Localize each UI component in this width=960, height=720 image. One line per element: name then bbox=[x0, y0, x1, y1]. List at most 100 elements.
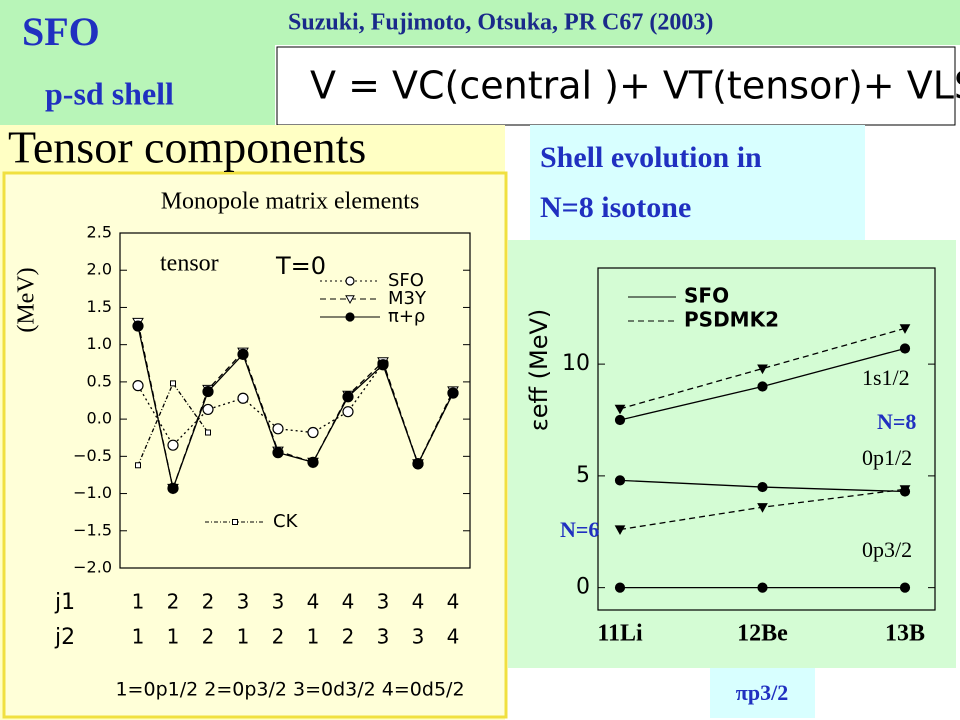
point bbox=[757, 381, 768, 392]
point bbox=[167, 439, 179, 451]
chart1-frame bbox=[2, 171, 508, 719]
point bbox=[237, 392, 249, 404]
y-tick-label: 2.5 bbox=[87, 223, 112, 242]
subtitle: p-sd shell bbox=[45, 75, 174, 111]
x-tick-label: 2 bbox=[202, 590, 215, 614]
y-tick-label: 2.0 bbox=[87, 260, 112, 279]
chart2-frame bbox=[508, 240, 956, 668]
point bbox=[342, 391, 354, 403]
x-tick-label: 2 bbox=[342, 625, 355, 649]
x-tick-label: 1 bbox=[237, 625, 250, 649]
y-tick-label: 0 bbox=[576, 575, 590, 600]
point bbox=[757, 481, 768, 493]
y-tick-label: 5 bbox=[576, 463, 590, 488]
point bbox=[614, 414, 626, 426]
x-tick-label: 4 bbox=[412, 590, 425, 614]
row-label: j2 bbox=[54, 625, 75, 650]
formula-box bbox=[276, 46, 956, 126]
annotation: N=6 bbox=[560, 517, 599, 542]
x-tick-label: 4 bbox=[447, 590, 460, 614]
x-tick-label: 2 bbox=[202, 625, 215, 649]
annotation: tensor bbox=[160, 251, 219, 277]
y-tick-label: 10 bbox=[562, 351, 590, 376]
y-tick-label: 1.5 bbox=[87, 297, 112, 316]
footnote: 1=0p1/2 2=0p3/2 3=0d3/2 4=0d5/2 bbox=[115, 679, 464, 701]
point bbox=[307, 426, 319, 439]
point bbox=[899, 324, 911, 334]
right-title: N=8 isotone bbox=[540, 191, 691, 224]
point bbox=[307, 456, 319, 468]
point bbox=[757, 503, 768, 513]
point bbox=[132, 380, 144, 392]
point bbox=[614, 475, 626, 486]
point bbox=[757, 364, 768, 375]
point bbox=[345, 276, 355, 286]
legend-label: SFO bbox=[684, 284, 729, 308]
point bbox=[412, 458, 424, 470]
point bbox=[342, 406, 354, 418]
plot-frame bbox=[597, 267, 936, 611]
y-tick-label: 1.0 bbox=[87, 334, 112, 353]
y-tick-label: −0.5 bbox=[73, 446, 112, 465]
y-tick-label: −1.5 bbox=[73, 520, 112, 539]
point bbox=[205, 429, 211, 436]
title: SFO bbox=[22, 9, 100, 54]
point bbox=[167, 482, 179, 494]
x-tick-label: 3 bbox=[272, 590, 285, 614]
point bbox=[614, 525, 626, 536]
right-title: Shell evolution in bbox=[540, 141, 762, 174]
point bbox=[614, 404, 626, 415]
series-line bbox=[137, 382, 209, 466]
x-tick-label: 3 bbox=[237, 590, 250, 614]
plot-frame bbox=[119, 232, 471, 569]
point bbox=[345, 295, 355, 305]
row-label: j1 bbox=[54, 590, 75, 615]
annotation: 1s1/2 bbox=[862, 365, 910, 390]
citation-box bbox=[275, 0, 960, 45]
point bbox=[132, 320, 144, 332]
annotation: T=0 bbox=[275, 252, 326, 280]
x-tick-label: 1 bbox=[132, 625, 145, 649]
point bbox=[447, 387, 459, 399]
title-box bbox=[0, 0, 275, 125]
x-tick-label: 2 bbox=[167, 590, 180, 614]
point bbox=[899, 343, 911, 354]
series-line bbox=[137, 325, 454, 491]
point bbox=[345, 312, 355, 322]
x-tick-label: 1 bbox=[307, 625, 320, 649]
tag: πp3/2 bbox=[736, 680, 788, 705]
legend-label: PSDMK2 bbox=[684, 308, 779, 332]
point bbox=[614, 582, 626, 593]
x-tick-label: 3 bbox=[412, 625, 425, 649]
y-axis-label: (MeV) bbox=[14, 267, 40, 332]
y-tick-label: −1.0 bbox=[73, 483, 112, 502]
x-tick-label: 13B bbox=[885, 621, 925, 647]
point bbox=[202, 385, 214, 398]
legend-label: SFO bbox=[388, 270, 424, 291]
x-tick-label: 3 bbox=[377, 625, 390, 649]
x-tick-label: 12Be bbox=[737, 621, 788, 647]
point bbox=[272, 423, 284, 435]
point bbox=[272, 447, 284, 459]
point bbox=[899, 582, 911, 593]
formula: V = VC(central )+ VT(tensor)+ VLS(LS ) bbox=[310, 64, 960, 108]
point bbox=[377, 359, 389, 371]
citation: Suzuki, Fujimoto, Otsuka, PR C67 (2003) bbox=[288, 10, 713, 36]
annotation: 0p3/2 bbox=[862, 537, 912, 562]
legend-label: CK bbox=[273, 511, 299, 532]
point bbox=[170, 380, 176, 387]
point bbox=[232, 519, 238, 525]
left-title: Tensor components bbox=[8, 122, 366, 173]
annotation: 0p1/2 bbox=[862, 445, 912, 470]
x-tick-label: 4 bbox=[447, 625, 460, 649]
y-tick-label: 0.5 bbox=[87, 371, 112, 390]
y-tick-label: 0.0 bbox=[87, 409, 112, 428]
x-tick-label: 1 bbox=[167, 625, 180, 649]
x-tick-label: 4 bbox=[342, 590, 355, 614]
point bbox=[237, 348, 249, 360]
y-axis-label: εeff (MeV) bbox=[525, 309, 553, 432]
tag-box bbox=[710, 668, 815, 718]
x-tick-label: 1 bbox=[132, 590, 145, 614]
point bbox=[202, 403, 214, 416]
